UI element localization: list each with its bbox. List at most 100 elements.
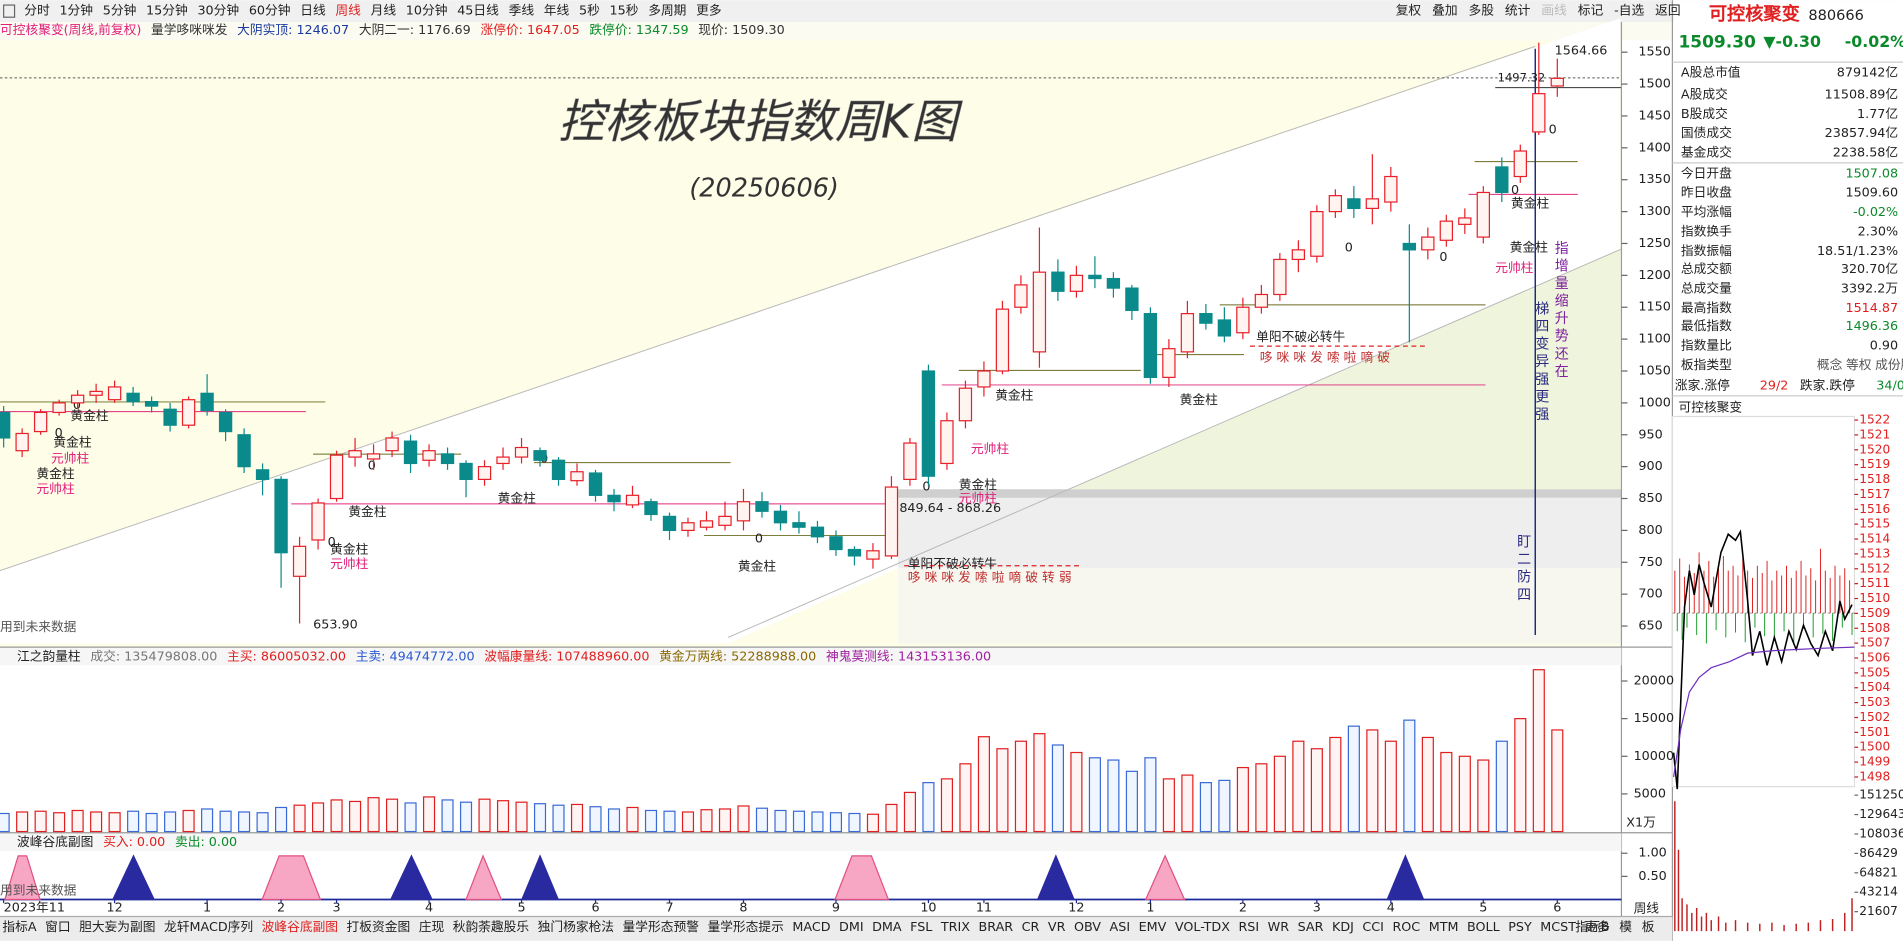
period-button[interactable]: 5秒: [579, 4, 600, 19]
tab[interactable]: 指标A: [2, 920, 36, 935]
tab[interactable]: RSI: [1238, 920, 1259, 935]
tab[interactable]: MACD: [792, 920, 830, 935]
volume-bar: [127, 810, 140, 833]
tool-button[interactable]: -自选: [1614, 4, 1644, 19]
tab[interactable]: CCI: [1362, 920, 1384, 935]
period-button[interactable]: 10分钟: [406, 3, 448, 19]
tab[interactable]: 指标B: [1575, 920, 1609, 935]
candle-body: [533, 450, 547, 461]
period-button[interactable]: 30分钟: [197, 3, 239, 19]
type-option[interactable]: 概念: [1817, 357, 1843, 373]
y-tick-label: 129643: [1859, 807, 1903, 821]
stat-label: 最低指数: [1681, 319, 1732, 334]
intraday-title: 可控核聚变: [1678, 399, 1742, 415]
volume-bar: [348, 800, 362, 833]
period-button[interactable]: 季线: [509, 4, 535, 19]
tab[interactable]: VR: [1048, 920, 1066, 935]
candle-body: [218, 411, 233, 433]
tab[interactable]: OBV: [1074, 920, 1101, 935]
volume-bar: [1162, 778, 1175, 833]
candle-body: [792, 522, 806, 528]
tool-button[interactable]: 返回: [1655, 4, 1680, 19]
tab[interactable]: ROC: [1392, 920, 1420, 935]
tab[interactable]: PSY: [1508, 920, 1532, 935]
x-tick-label: 2023年11: [4, 901, 65, 916]
y-tick-label: 1504: [1859, 680, 1890, 694]
period-button[interactable]: 5分钟: [103, 3, 137, 19]
period-button[interactable]: 多周期: [648, 4, 686, 19]
period-button[interactable]: 1分钟: [59, 3, 93, 19]
period-button[interactable]: 日线: [300, 4, 326, 19]
annotation: 用到未来数据: [0, 884, 77, 899]
tab[interactable]: DMI: [839, 920, 864, 935]
candle-body: [440, 453, 455, 465]
volume-bar: [1144, 757, 1157, 833]
info-item: 现价: 1509.30: [698, 23, 784, 38]
period-button[interactable]: 15分钟: [146, 3, 188, 19]
info-item: 涨停价: 1647.05: [480, 22, 579, 38]
tool-button[interactable]: 多股: [1469, 4, 1495, 19]
stat-label: 指数换手: [1681, 225, 1732, 240]
x-tick-label: 3: [1313, 901, 1321, 916]
y-tick-label: 1513: [1859, 546, 1890, 560]
period-button[interactable]: 45日线: [457, 4, 499, 19]
candle-body: [1365, 198, 1380, 210]
tab[interactable]: TRIX: [940, 920, 970, 935]
tab[interactable]: 窗口: [45, 920, 70, 935]
type-option[interactable]: 成份股: [1875, 358, 1903, 373]
period-button[interactable]: 更多: [696, 4, 722, 19]
tab[interactable]: WR: [1268, 920, 1290, 935]
tab[interactable]: VOL-TDX: [1175, 920, 1230, 935]
period-button[interactable]: 15秒: [610, 4, 639, 19]
volume-bar: [533, 803, 547, 833]
tab[interactable]: 龙轩MACD序列: [164, 920, 253, 935]
x-tick-label: 2: [1239, 901, 1247, 916]
type-option[interactable]: 等权: [1846, 357, 1872, 373]
y-tick-label: 850: [1638, 491, 1662, 506]
tool-button[interactable]: 复权: [1396, 3, 1422, 19]
tab[interactable]: KDJ: [1332, 920, 1354, 935]
tab[interactable]: FSL: [910, 920, 933, 935]
y-tick-label: 1510: [1859, 591, 1890, 605]
volume-bar: [312, 802, 325, 833]
sidebar-price: 1509.30: [1678, 33, 1755, 53]
tool-button[interactable]: 标记: [1578, 4, 1604, 19]
tab[interactable]: ASI: [1110, 920, 1131, 935]
tab[interactable]: MCST: [1540, 920, 1576, 935]
annotation: 盯二防四: [1515, 534, 1531, 604]
tab[interactable]: 板: [1642, 920, 1655, 935]
tab[interactable]: DMA: [872, 920, 902, 935]
period-button[interactable]: 月线: [371, 4, 397, 19]
period-button[interactable]: 分时: [24, 4, 50, 19]
tab[interactable]: 模: [1619, 920, 1632, 935]
tab[interactable]: SAR: [1298, 920, 1324, 935]
volume-bar: [515, 801, 528, 833]
period-button[interactable]: 年线: [544, 4, 570, 19]
volume-bar: [755, 807, 769, 833]
period-button[interactable]: 周线: [335, 4, 361, 19]
tab[interactable]: 独门杨家枪法: [538, 919, 614, 935]
stat-label: A股总市值: [1681, 65, 1741, 81]
tab[interactable]: 秋韵荼趣股乐: [453, 920, 530, 935]
tool-button[interactable]: 叠加: [1432, 4, 1457, 19]
candle-body: [1162, 348, 1176, 378]
tab[interactable]: CR: [1022, 920, 1040, 935]
tab[interactable]: 量学形态提示: [707, 919, 783, 935]
period-button[interactable]: 60分钟: [249, 3, 291, 19]
tool-button[interactable]: 统计: [1505, 4, 1531, 19]
tab[interactable]: MTM: [1429, 920, 1459, 935]
tab[interactable]: BOLL: [1467, 920, 1501, 935]
volume-bar: [422, 796, 436, 833]
tab[interactable]: EMV: [1139, 920, 1167, 935]
tab[interactable]: 胆大妄为副图: [79, 920, 155, 935]
annotation: 指增量缩升势还在: [1553, 241, 1569, 382]
tab[interactable]: BRAR: [979, 920, 1014, 935]
volume-bar: [1014, 740, 1027, 833]
tab[interactable]: 更多: [1584, 920, 1610, 935]
tool-button[interactable]: 画线: [1541, 4, 1567, 19]
tab[interactable]: 波峰谷底副图: [262, 919, 338, 935]
tab[interactable]: 庄现: [419, 919, 445, 935]
tab[interactable]: 打板资金图: [347, 919, 411, 935]
tab[interactable]: 量学形态预警: [623, 919, 700, 935]
stat-label: 总成交额: [1681, 261, 1732, 277]
